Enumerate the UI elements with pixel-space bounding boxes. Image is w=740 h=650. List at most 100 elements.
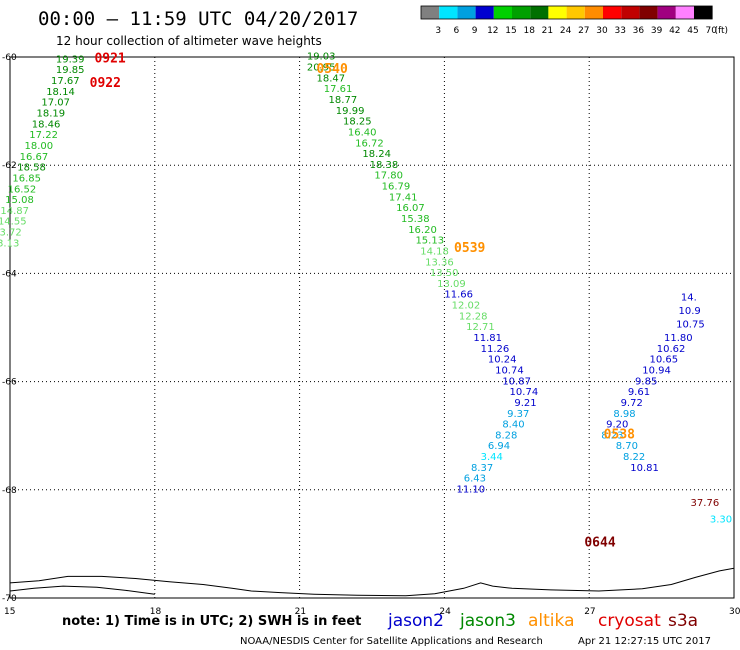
- swh-value: 10.87: [502, 376, 531, 387]
- swh-value: 8.28: [495, 430, 517, 441]
- x-tick-label: 21: [295, 607, 306, 617]
- coastline-inner: [9, 585, 155, 595]
- coastline: [9, 567, 735, 597]
- satellite-name: s3a: [668, 611, 698, 631]
- swh-value: 17.67: [51, 76, 80, 87]
- scale-swatch: [621, 6, 640, 19]
- swh-value: 8.70: [616, 441, 638, 452]
- scale-level-label: 70: [705, 26, 717, 36]
- scale-level-label: 15: [505, 26, 516, 36]
- footer-note: note: 1) Time is in UTC; 2) SWH is in fe…: [62, 614, 361, 629]
- swh-value: 13.13: [0, 238, 19, 249]
- color-scale-legend: 3 6 9 12 15 18 21 24 27 30 33 36 39 42 45 70(ft): [420, 5, 728, 36]
- y-tick-label: -62: [2, 161, 17, 171]
- swh-value: 18.47: [316, 73, 345, 84]
- swh-value: 18.14: [46, 87, 75, 98]
- swh-value: 10.74: [510, 387, 539, 398]
- swh-value: 16.72: [355, 138, 384, 149]
- satellite-name: cryosat: [598, 611, 661, 631]
- scale-swatch: [675, 6, 694, 19]
- swh-value: 9.72: [621, 398, 643, 409]
- scale-level-label: 42: [669, 26, 680, 36]
- swh-value: 11.80: [664, 333, 693, 344]
- x-tick-label: 30: [729, 607, 740, 617]
- swh-value: 8.98: [613, 409, 635, 420]
- swh-value: 18.25: [343, 117, 372, 128]
- swh-value: 10.81: [630, 463, 659, 474]
- swh-value: 17.61: [324, 84, 353, 95]
- swh-value: 16.20: [408, 225, 437, 236]
- pass-id-label: 0540: [316, 62, 347, 77]
- plot-frame: [9, 56, 735, 599]
- swh-value: 13.50: [430, 268, 459, 279]
- swh-value: 17.41: [389, 192, 418, 203]
- satellite-name: altika: [528, 611, 575, 631]
- swh-value: 11.81: [473, 333, 502, 344]
- swh-value: 18.24: [362, 149, 391, 160]
- pass-id-label: 0644: [584, 536, 615, 551]
- swh-value: 17.07: [41, 98, 70, 109]
- scale-swatch: [512, 6, 531, 19]
- scale-swatch: [603, 6, 622, 19]
- scale-swatch: [493, 6, 512, 19]
- swh-value: 17.80: [374, 171, 403, 182]
- swh-value: 14.18: [420, 246, 449, 257]
- swh-value: 17.22: [29, 130, 58, 141]
- swh-value: 20.95: [307, 63, 336, 74]
- scale-level-label: 12: [487, 26, 498, 36]
- swh-value: 10.9: [678, 306, 700, 317]
- scale-level-label: 18: [523, 26, 535, 36]
- scale-level-label: 24: [560, 26, 572, 36]
- axis-ticks: 15 18 21 24 27 30 -60 -62 -64 -66 -68 -70: [2, 53, 740, 617]
- swh-value: 9.21: [514, 398, 536, 409]
- y-tick-label: -68: [2, 486, 17, 496]
- swh-value: 3.44: [481, 452, 503, 463]
- swh-value: 18.19: [37, 109, 66, 120]
- swh-value: 16.07: [396, 203, 425, 214]
- scale-swatch: [694, 6, 713, 19]
- swh-value: 15.08: [5, 195, 34, 206]
- swh-value: 18.38: [370, 160, 399, 171]
- swh-value: 19.85: [56, 65, 85, 76]
- scale-swatch: [584, 6, 603, 19]
- swh-value: 9.85: [635, 376, 657, 387]
- scale-swatch: [475, 6, 494, 19]
- coastline-main: [9, 567, 735, 597]
- x-tick-label: 15: [4, 607, 15, 617]
- swh-value: 16.67: [20, 152, 49, 163]
- scale-level-label: 30: [596, 26, 608, 36]
- scale-swatch: [639, 6, 658, 19]
- satellite-name: jason2: [387, 611, 444, 631]
- swh-value: 16.85: [12, 173, 41, 184]
- scale-level-label: 36: [633, 26, 645, 36]
- wave-height-points: 19.3919.8517.6718.1417.0718.1918.4617.22…: [0, 52, 732, 526]
- scale-level-label: 6: [454, 26, 460, 36]
- swh-value: 3.30: [710, 514, 732, 525]
- scale-level-label: 27: [578, 26, 589, 36]
- swh-value: 19.99: [336, 106, 365, 117]
- swh-value: 12.71: [466, 322, 495, 333]
- swh-value: 10.74: [495, 365, 524, 376]
- swh-value: 18.46: [32, 119, 61, 130]
- y-tick-label: -66: [2, 378, 17, 388]
- x-tick-label: 18: [150, 607, 162, 617]
- pass-id-label: 0921: [94, 51, 125, 66]
- swh-value: 37.76: [691, 498, 720, 509]
- pass-labels: 0921 0922 0540 0539 0538 0644: [90, 51, 636, 550]
- swh-value: 15.38: [401, 214, 430, 225]
- swh-value: 12.02: [452, 301, 481, 312]
- swh-value: 8.37: [471, 463, 493, 474]
- satellite-legend: jason2 jason3 altika cryosat s3a: [387, 611, 698, 631]
- scale-level-label: 39: [651, 26, 663, 36]
- swh-value: 12.28: [459, 311, 488, 322]
- swh-value: 11.26: [481, 344, 510, 355]
- chart-subtitle: 12 hour collection of altimeter wave hei…: [56, 34, 322, 48]
- swh-value: 16.52: [8, 184, 37, 195]
- swh-value: 9.20: [606, 420, 628, 431]
- swh-value: 9.61: [628, 387, 650, 398]
- grid-lines: [10, 57, 734, 598]
- swh-value: 14.55: [0, 217, 27, 228]
- scale-swatch: [657, 6, 676, 19]
- pass-id-label: 0538: [604, 427, 635, 442]
